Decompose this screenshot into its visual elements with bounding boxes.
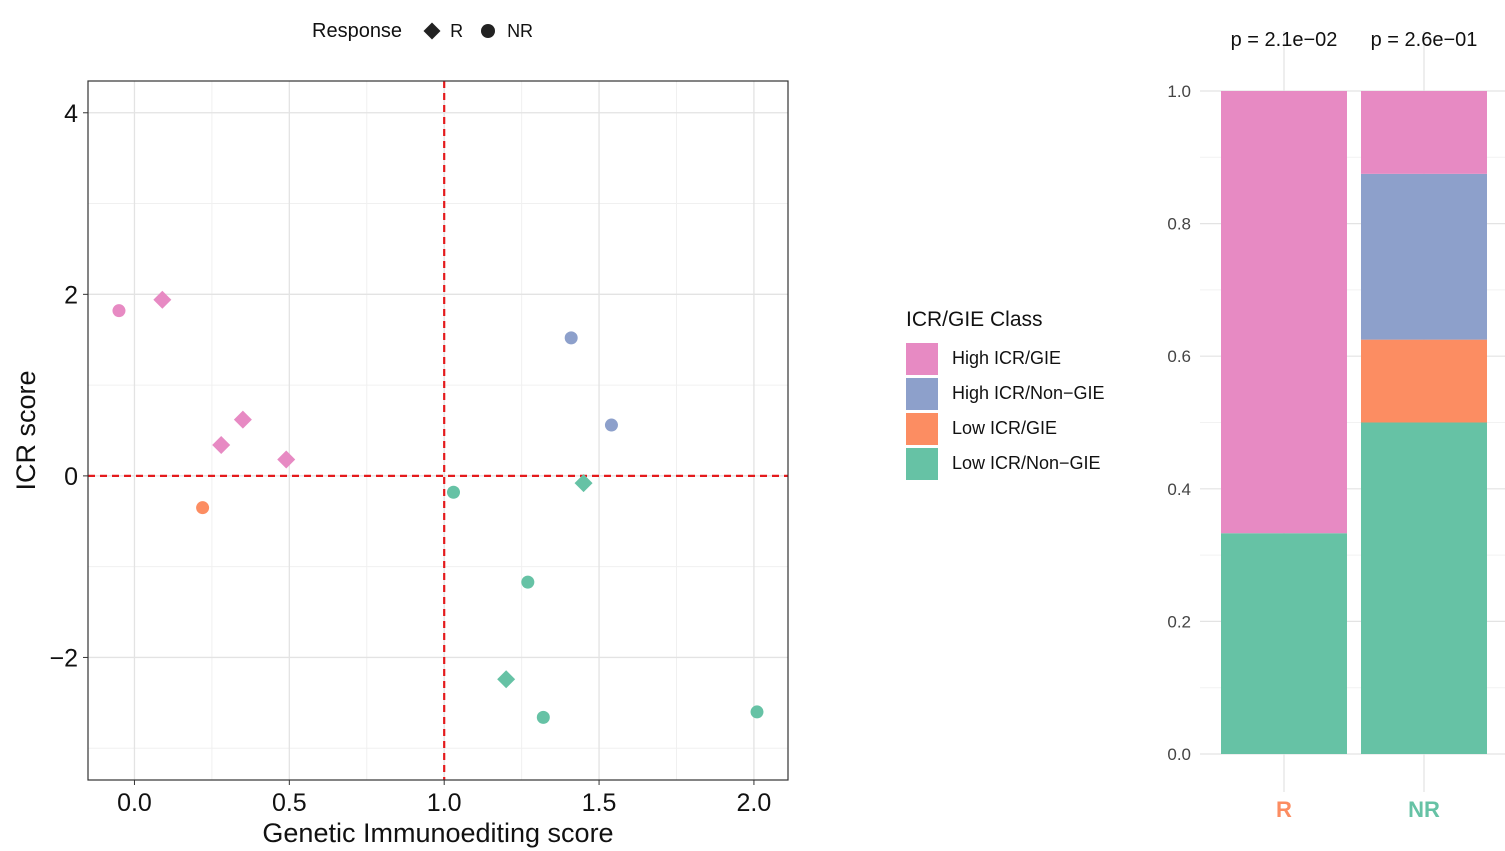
p-value-label: p = 2.6e−01: [1371, 29, 1478, 51]
bar-x-labels: R NR: [1276, 797, 1440, 822]
bar-segment: [1361, 91, 1487, 174]
circle-point: [564, 331, 578, 345]
bar-y-tick-label: 1.0: [1167, 82, 1191, 101]
class-legend-label: High ICR/Non−GIE: [952, 383, 1105, 403]
response-legend-label-nr: NR: [507, 20, 534, 41]
legend-swatch: [906, 377, 938, 410]
bar-y-tick-label: 0.0: [1167, 745, 1191, 764]
scatter-axis-ticks: 0.0 0.5 1.0 1.5 2.0 −2 0 2 4: [49, 100, 771, 817]
x-tick-label: 1.5: [582, 789, 617, 817]
bar-y-ticks: 0.0 0.2 0.4 0.6 0.8 1.0: [1167, 82, 1191, 764]
bar-y-tick-label: 0.6: [1167, 347, 1191, 366]
scatter-grid: [88, 81, 788, 780]
class-legend-item: Low ICR/Non−GIE: [906, 446, 1105, 481]
bar-segment: [1361, 339, 1487, 423]
response-legend: Response R NR: [312, 18, 551, 44]
circle-point: [750, 705, 764, 719]
response-legend-title: Response: [312, 19, 403, 42]
class-legend-item: High ICR/Non−GIE: [906, 376, 1105, 411]
circle-point: [112, 304, 126, 318]
bar-segments: [1221, 91, 1487, 754]
response-legend-label-r: R: [450, 20, 464, 41]
y-tick-label: 0: [64, 463, 78, 491]
p-value-label: p = 2.1e−02: [1231, 29, 1338, 51]
plot-panel-border: [87, 80, 789, 781]
legend-swatch: [906, 447, 938, 480]
y-tick-label: −2: [49, 644, 78, 672]
scatter-points: [112, 290, 764, 724]
diamond-point: [153, 290, 172, 309]
bar-y-tick-label: 0.2: [1167, 612, 1191, 631]
class-legend: ICR/GIE Class High ICR/GIE High ICR/Non−…: [906, 308, 1105, 481]
bar-segment: [1361, 422, 1487, 754]
bar-pvalues: p = 2.1e−02 p = 2.6e−01: [1231, 29, 1478, 51]
x-tick-label: 0.0: [117, 789, 152, 817]
bar-y-tick-label: 0.4: [1167, 480, 1191, 499]
x-tick-label: 1.0: [427, 789, 462, 817]
stacked-bar-chart: 0.00.20.40.60.81.0 R NR p = 2.1e−02 p = 2.…: [1167, 29, 1505, 822]
class-legend-label: Low ICR/Non−GIE: [952, 453, 1101, 473]
class-legend-item: Low ICR/GIE: [906, 411, 1105, 446]
class-legend-label: High ICR/GIE: [952, 348, 1062, 368]
reference-lines: [88, 81, 788, 780]
bar-segment: [1221, 533, 1347, 754]
y-tick-label: 4: [64, 100, 78, 128]
bar-x-label: R: [1276, 797, 1292, 822]
diamond-point: [212, 436, 231, 455]
circle-point: [521, 575, 535, 589]
bar-segment: [1221, 91, 1347, 534]
diamond-point: [574, 474, 593, 493]
circle-point: [604, 418, 618, 432]
x-axis-label: Genetic Immunoediting score: [262, 818, 613, 848]
diamond-point: [233, 410, 252, 429]
diamond-point: [277, 450, 296, 469]
class-legend-item: High ICR/GIE: [906, 341, 1105, 376]
class-legend-title: ICR/GIE Class: [906, 308, 1043, 331]
legend-swatch: [906, 342, 938, 375]
y-tick-label: 2: [64, 281, 78, 309]
diamond-point: [497, 670, 516, 689]
y-axis-label: ICR score: [11, 370, 41, 490]
x-tick-label: 2.0: [737, 789, 772, 817]
bar-y-tick-label: 0.8: [1167, 215, 1191, 234]
class-legend-label: Low ICR/GIE: [952, 418, 1058, 438]
bar-segment: [1361, 173, 1487, 340]
circle-legend-key: [481, 24, 496, 38]
bar-x-label: NR: [1408, 797, 1440, 822]
circle-point: [446, 485, 460, 499]
x-tick-label: 0.5: [272, 789, 307, 817]
scatter-plot: 0.0 0.5 1.0 1.5 2.0 −2 0 2 4 Genetic Immunoediti…: [11, 80, 789, 848]
circle-point: [196, 501, 210, 515]
plot-panel: [88, 81, 788, 780]
legend-swatch: [906, 412, 938, 445]
circle-point: [536, 710, 550, 724]
